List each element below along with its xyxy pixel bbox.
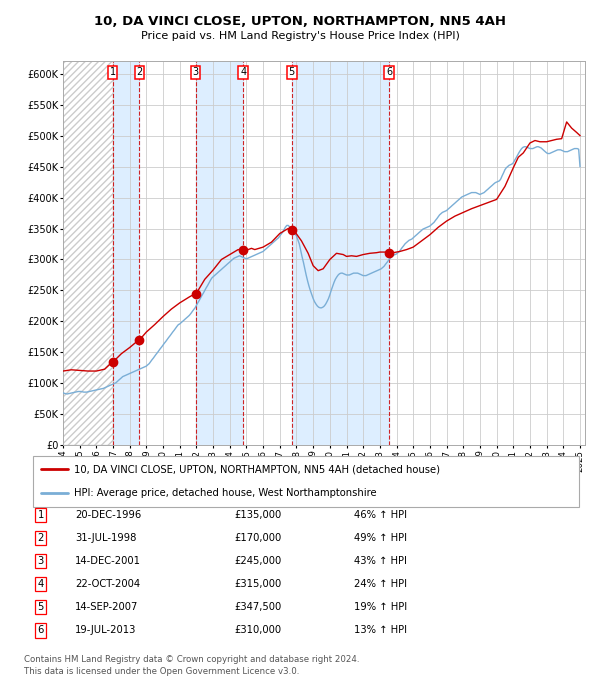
Text: 14-DEC-2001: 14-DEC-2001 (75, 556, 141, 566)
Text: £245,000: £245,000 (234, 556, 281, 566)
Text: £170,000: £170,000 (234, 533, 281, 543)
Text: 3: 3 (193, 67, 199, 78)
FancyBboxPatch shape (33, 456, 579, 507)
Text: 43% ↑ HPI: 43% ↑ HPI (354, 556, 407, 566)
Text: 46% ↑ HPI: 46% ↑ HPI (354, 510, 407, 520)
Bar (113, 61, 139, 445)
Text: 4: 4 (240, 67, 247, 78)
Text: 5: 5 (38, 602, 44, 612)
Text: 4: 4 (38, 579, 44, 589)
Text: 5: 5 (289, 67, 295, 78)
Text: £347,500: £347,500 (234, 602, 281, 612)
Text: 14-SEP-2007: 14-SEP-2007 (75, 602, 139, 612)
Text: 10, DA VINCI CLOSE, UPTON, NORTHAMPTON, NN5 4AH: 10, DA VINCI CLOSE, UPTON, NORTHAMPTON, … (94, 15, 506, 28)
Bar (292, 61, 389, 445)
Text: £135,000: £135,000 (234, 510, 281, 520)
Text: £315,000: £315,000 (234, 579, 281, 589)
Bar (196, 61, 243, 445)
Text: 2: 2 (38, 533, 44, 543)
Text: 2: 2 (136, 67, 143, 78)
Text: 1: 1 (38, 510, 44, 520)
Text: 6: 6 (386, 67, 392, 78)
Text: 13% ↑ HPI: 13% ↑ HPI (354, 626, 407, 635)
Text: 31-JUL-1998: 31-JUL-1998 (75, 533, 136, 543)
Text: 49% ↑ HPI: 49% ↑ HPI (354, 533, 407, 543)
Text: Price paid vs. HM Land Registry's House Price Index (HPI): Price paid vs. HM Land Registry's House … (140, 31, 460, 41)
Text: 20-DEC-1996: 20-DEC-1996 (75, 510, 141, 520)
Text: 3: 3 (38, 556, 44, 566)
Text: 24% ↑ HPI: 24% ↑ HPI (354, 579, 407, 589)
Text: 22-OCT-2004: 22-OCT-2004 (75, 579, 140, 589)
Text: 19% ↑ HPI: 19% ↑ HPI (354, 602, 407, 612)
Text: 19-JUL-2013: 19-JUL-2013 (75, 626, 136, 635)
Text: 1: 1 (109, 67, 116, 78)
Text: 6: 6 (38, 626, 44, 635)
Text: £310,000: £310,000 (234, 626, 281, 635)
Text: HPI: Average price, detached house, West Northamptonshire: HPI: Average price, detached house, West… (74, 488, 377, 498)
Text: This data is licensed under the Open Government Licence v3.0.: This data is licensed under the Open Gov… (24, 667, 299, 676)
Text: Contains HM Land Registry data © Crown copyright and database right 2024.: Contains HM Land Registry data © Crown c… (24, 656, 359, 664)
Text: 10, DA VINCI CLOSE, UPTON, NORTHAMPTON, NN5 4AH (detached house): 10, DA VINCI CLOSE, UPTON, NORTHAMPTON, … (74, 464, 440, 475)
